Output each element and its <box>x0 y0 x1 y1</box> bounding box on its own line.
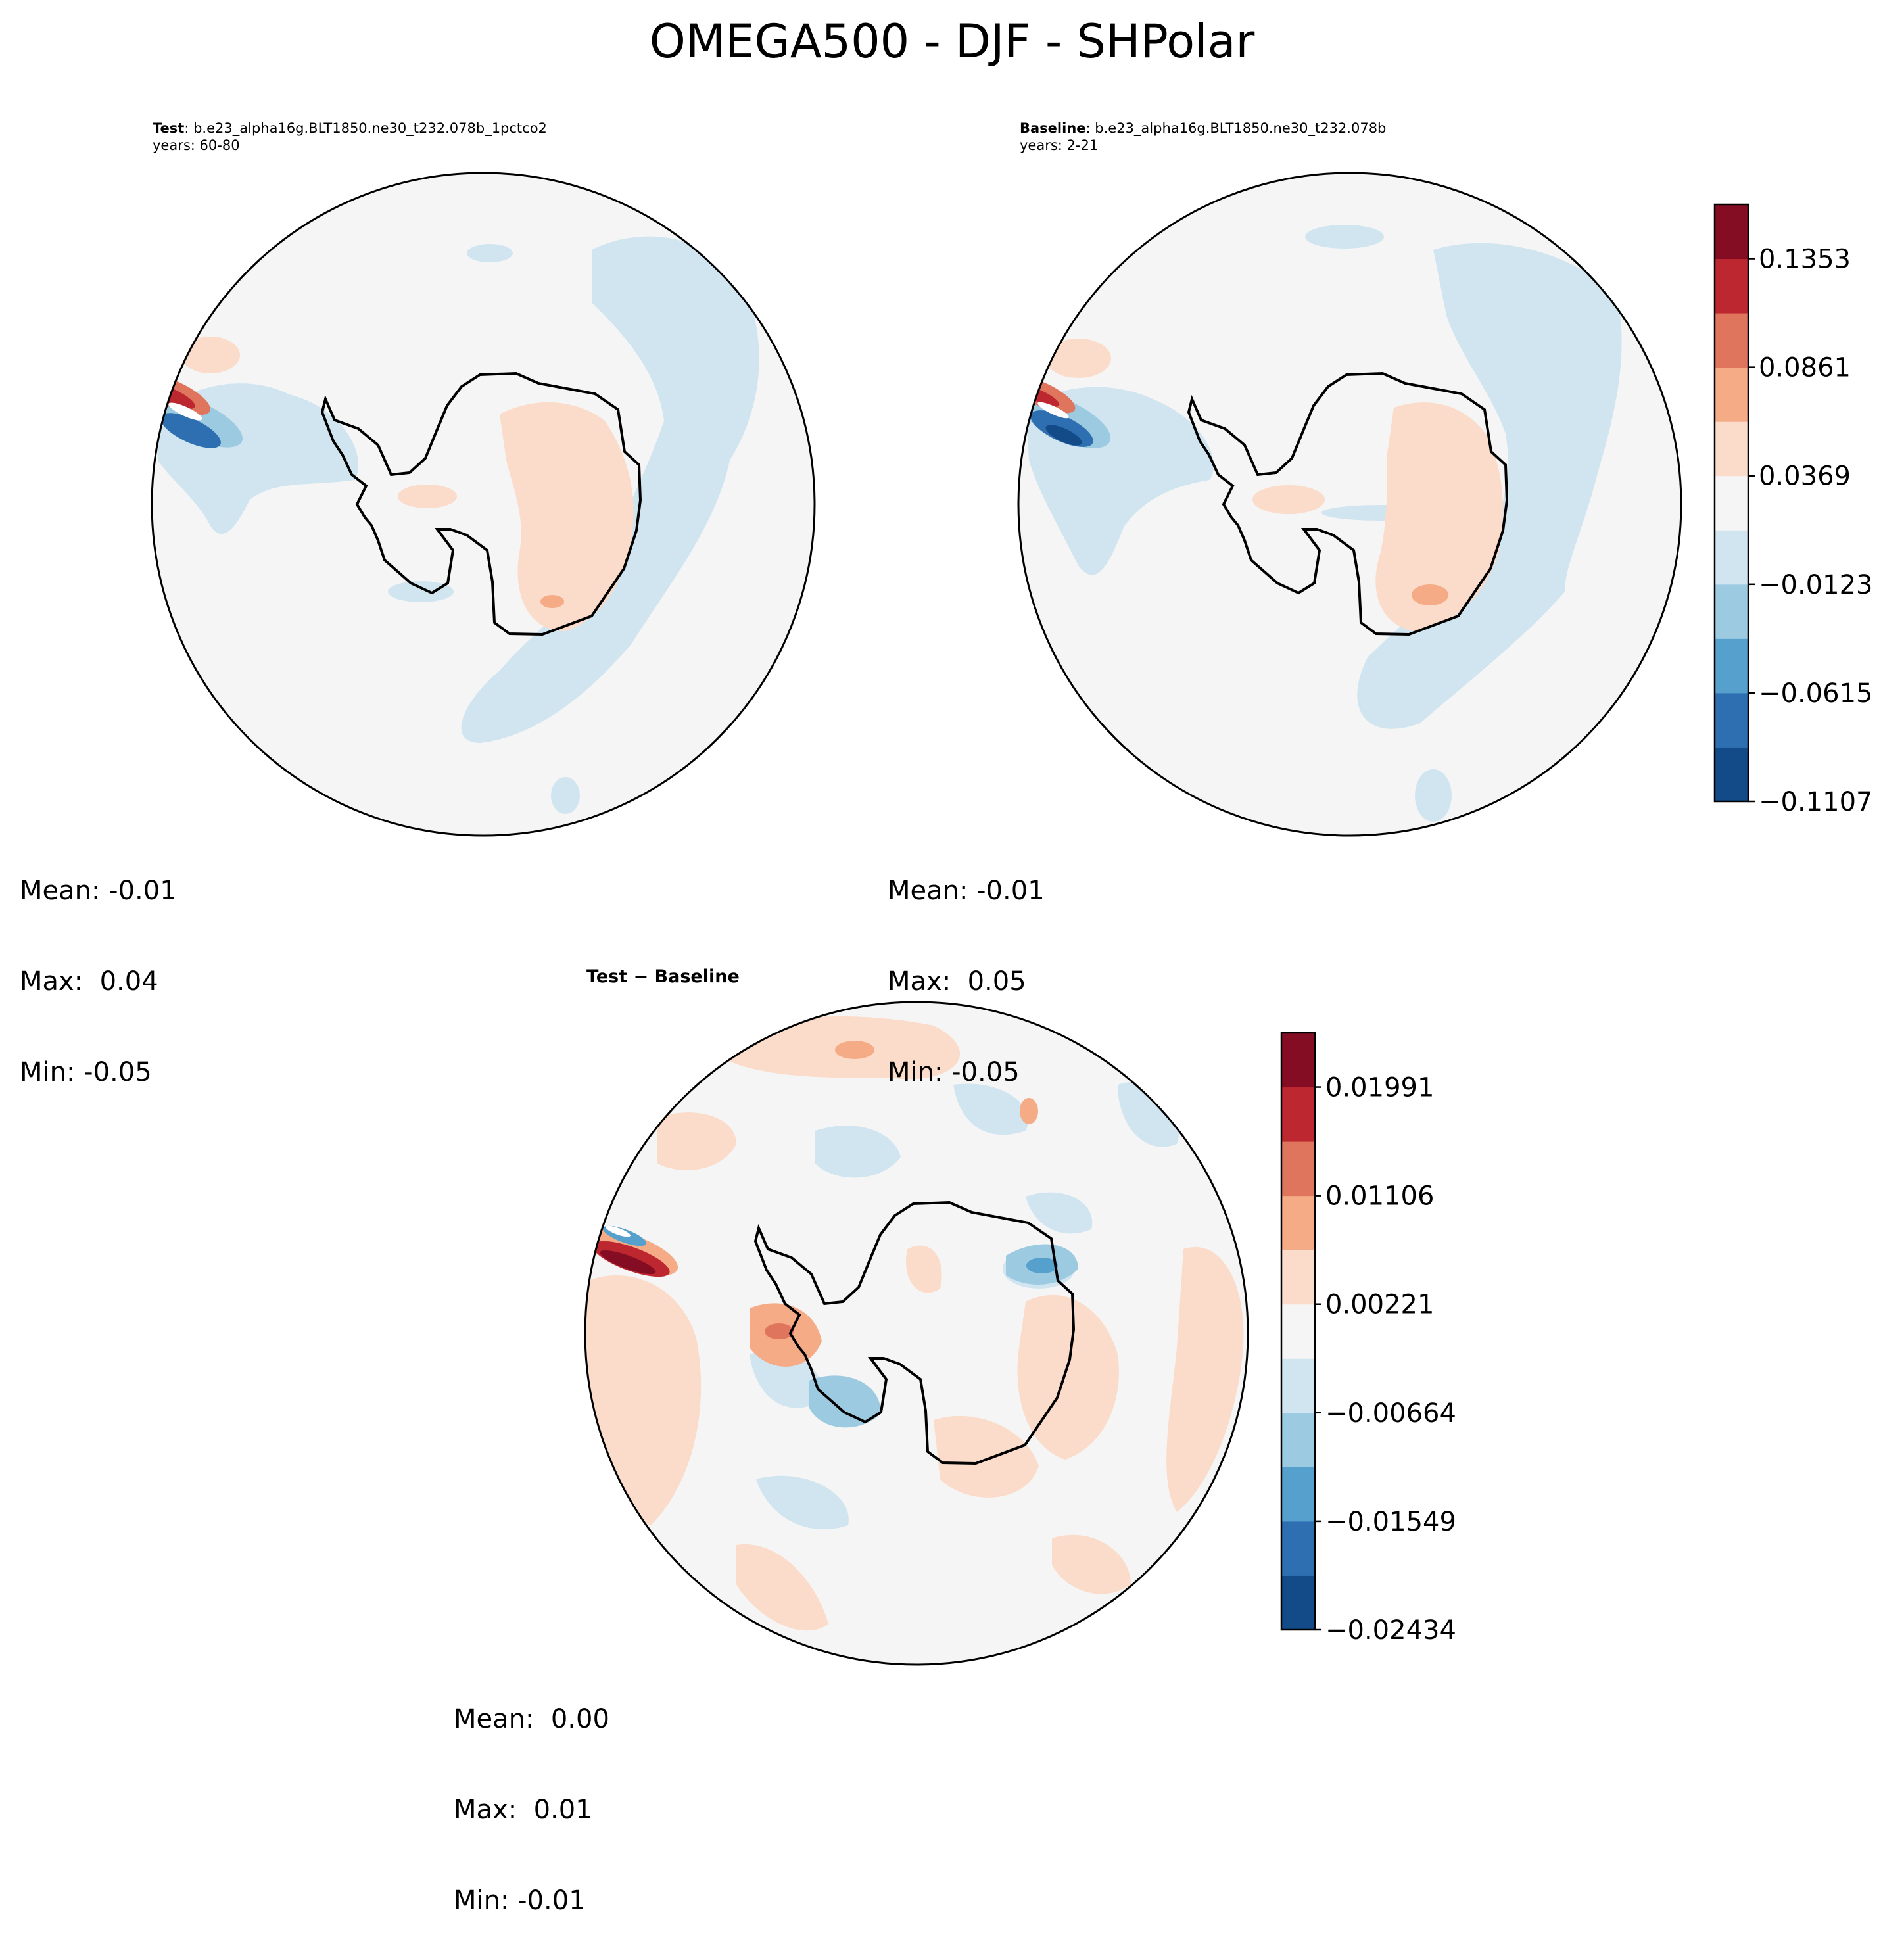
diff-colorbar-swatch <box>1281 1412 1315 1467</box>
diff-min: Min: -0.01 <box>454 1886 586 1916</box>
diff-max: Max: 0.01 <box>454 1795 592 1825</box>
baseline-mean: Mean: -0.01 <box>888 876 1045 906</box>
top-colorbar-swatch <box>1715 584 1748 639</box>
diff-colorbar-swatch <box>1281 1304 1315 1359</box>
top-colorbar-swatch <box>1715 313 1748 368</box>
top-colorbar-swatch <box>1715 530 1748 585</box>
diff-mean: Mean: 0.00 <box>454 1704 609 1734</box>
baseline-separator: : <box>1085 120 1095 136</box>
diff-colorbar-tick-label: −0.01549 <box>1325 1507 1456 1537</box>
diff-colorbar-swatch <box>1281 1250 1315 1305</box>
baseline-panel-title: Baseline: b.e23_alpha16g.BLT1850.ne30_t2… <box>1020 120 1386 137</box>
diff-colorbar-tick-label: 0.01106 <box>1325 1181 1434 1212</box>
baseline-label: Baseline <box>1020 120 1086 136</box>
top-colorbar-swatch <box>1715 692 1748 748</box>
test-stats: Mean: -0.01 Max: 0.04 Min: -0.05 <box>20 815 177 1118</box>
top-colorbar-tick-label: 0.1353 <box>1759 245 1851 275</box>
diff-colorbar-swatch <box>1281 1358 1315 1413</box>
baseline-min: Min: -0.05 <box>888 1057 1020 1087</box>
test-label: Test <box>153 120 185 136</box>
diff-colorbar-swatch <box>1281 1575 1315 1630</box>
test-separator: : <box>184 120 194 136</box>
diff-colorbar-tick-label: −0.00664 <box>1325 1398 1456 1429</box>
diff-panel-title: Test − Baseline <box>586 966 740 987</box>
top-colorbar-tick-label: 0.0369 <box>1759 462 1851 492</box>
test-min: Min: -0.05 <box>20 1057 152 1087</box>
top-colorbar-tick-label: −0.0123 <box>1759 570 1872 600</box>
baseline-map <box>1017 172 1682 837</box>
diff-colorbar-tick-label: 0.00221 <box>1325 1290 1434 1320</box>
diff-stats: Mean: 0.00 Max: 0.01 Min: -0.01 <box>454 1644 609 1946</box>
diff-colorbar-frame <box>1280 1032 1316 1631</box>
test-mean: Mean: -0.01 <box>20 876 177 906</box>
baseline-max: Max: 0.05 <box>888 966 1026 997</box>
diff-colorbar: −0.02434 −0.01549 −0.00664 0.00221 0.01106 0.… <box>1280 1032 1456 1646</box>
diff-colorbar-swatch <box>1281 1467 1315 1522</box>
baseline-stats: Mean: -0.01 Max: 0.05 Min: -0.05 <box>888 815 1045 1118</box>
diff-colorbar-swatch <box>1281 1521 1315 1576</box>
test-contours <box>152 236 759 814</box>
top-colorbar-swatch <box>1715 638 1748 694</box>
top-colorbar: −0.1107 −0.0615 −0.0123 0.0369 0.0861 0.1353 <box>1713 203 1872 817</box>
diff-colorbar-tick-label: −0.02434 <box>1325 1615 1456 1646</box>
diff-colorbar-swatch <box>1281 1087 1315 1142</box>
top-colorbar-swatch <box>1715 367 1748 422</box>
diff-map-border <box>584 1001 1249 1666</box>
baseline-contours <box>1018 225 1622 822</box>
top-colorbar-tick-label: 0.0861 <box>1759 353 1851 383</box>
diff-map-background <box>585 1002 1248 1665</box>
baseline-years: years: 2-21 <box>1020 137 1099 153</box>
test-years: years: 60-80 <box>153 137 240 153</box>
top-colorbar-swatch <box>1715 258 1748 314</box>
diff-colorbar-swatch <box>1281 1141 1315 1197</box>
figure-title: OMEGA500 - DJF - SHPolar <box>649 14 1255 68</box>
diff-colorbar-tick-label: 0.01991 <box>1325 1073 1434 1103</box>
top-colorbar-swatch <box>1715 747 1748 802</box>
test-case-name: b.e23_alpha16g.BLT1850.ne30_t232.078b_1p… <box>193 120 547 136</box>
diff-map <box>584 1001 1249 1666</box>
test-map-border <box>151 172 816 837</box>
test-map <box>151 172 816 837</box>
top-colorbar-swatch <box>1715 204 1748 260</box>
top-colorbar-tick-label: −0.0615 <box>1759 678 1872 709</box>
figure-canvas: −0.1107−0.0615−0.01230.03690.08610.1353 … <box>151 172 1872 1666</box>
top-colorbar-swatch <box>1715 475 1748 531</box>
test-max: Max: 0.04 <box>20 966 158 997</box>
baseline-case-name: b.e23_alpha16g.BLT1850.ne30_t232.078b <box>1095 120 1387 136</box>
diff-colorbar-swatch <box>1281 1033 1315 1088</box>
diff-colorbar-swatch <box>1281 1195 1315 1250</box>
top-colorbar-tick-label: −0.1107 <box>1759 787 1872 817</box>
top-colorbar-frame <box>1713 203 1749 803</box>
top-colorbar-swatch <box>1715 421 1748 477</box>
test-panel-title: Test: b.e23_alpha16g.BLT1850.ne30_t232.0… <box>153 120 547 137</box>
baseline-map-border <box>1017 172 1682 837</box>
